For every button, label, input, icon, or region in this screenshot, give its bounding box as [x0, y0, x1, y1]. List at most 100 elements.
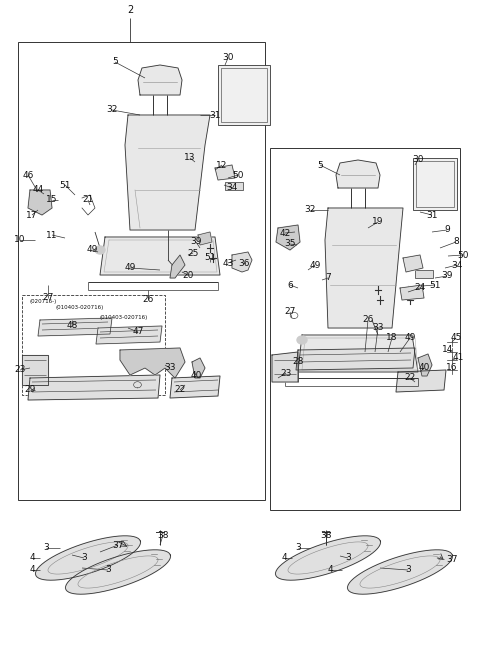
Polygon shape	[170, 376, 220, 398]
Polygon shape	[418, 354, 432, 376]
Text: 3: 3	[105, 565, 111, 575]
Text: 7: 7	[325, 274, 331, 283]
Text: 27: 27	[284, 308, 296, 316]
Ellipse shape	[95, 246, 105, 254]
Text: 24: 24	[414, 283, 426, 293]
Polygon shape	[100, 237, 220, 275]
Text: 4: 4	[327, 565, 333, 575]
Text: 51: 51	[429, 281, 441, 289]
Text: 3: 3	[43, 544, 49, 552]
Bar	[415, 270, 433, 278]
Text: 3: 3	[345, 554, 351, 562]
Bar	[218, 65, 270, 125]
Text: 9: 9	[444, 226, 450, 234]
Ellipse shape	[297, 336, 307, 344]
Text: 3: 3	[81, 554, 87, 562]
Text: 25: 25	[187, 249, 199, 258]
Polygon shape	[400, 285, 424, 300]
Text: 41: 41	[452, 354, 464, 363]
Text: 23: 23	[280, 369, 292, 377]
Polygon shape	[36, 536, 141, 580]
Text: 19: 19	[372, 218, 384, 226]
Text: 21: 21	[82, 195, 94, 205]
Text: 35: 35	[284, 239, 296, 249]
Polygon shape	[96, 326, 162, 344]
Text: 32: 32	[304, 205, 316, 215]
Text: 5: 5	[112, 58, 118, 66]
Polygon shape	[120, 348, 185, 378]
Bar	[18, 42, 265, 500]
Polygon shape	[170, 255, 185, 278]
Text: (010403-020716): (010403-020716)	[100, 316, 148, 321]
Text: 23: 23	[14, 365, 26, 375]
Text: 34: 34	[226, 184, 238, 192]
Polygon shape	[215, 165, 235, 180]
Polygon shape	[276, 536, 381, 580]
Bar	[225, 182, 243, 190]
Polygon shape	[192, 358, 205, 378]
Text: 11: 11	[46, 230, 58, 239]
Text: 28: 28	[292, 358, 304, 367]
Text: 33: 33	[164, 363, 176, 373]
Text: 4: 4	[29, 565, 35, 575]
Polygon shape	[28, 190, 52, 215]
Polygon shape	[336, 160, 380, 188]
Text: (010403-020716): (010403-020716)	[55, 304, 103, 310]
Text: 10: 10	[14, 236, 26, 245]
Bar	[221, 68, 267, 122]
Text: 2: 2	[127, 5, 133, 15]
Text: 30: 30	[412, 155, 424, 165]
Polygon shape	[198, 232, 212, 245]
Polygon shape	[348, 550, 453, 594]
Text: 15: 15	[46, 195, 58, 205]
Text: 44: 44	[32, 186, 44, 194]
Text: 31: 31	[426, 211, 438, 220]
Bar	[416, 161, 454, 207]
Text: (020716-): (020716-)	[30, 300, 57, 304]
Text: 13: 13	[184, 154, 196, 163]
Text: 14: 14	[442, 346, 454, 354]
Text: 27: 27	[42, 293, 54, 302]
Text: 32: 32	[106, 106, 118, 115]
Polygon shape	[403, 255, 423, 272]
Text: 4: 4	[29, 554, 35, 562]
Text: 46: 46	[22, 171, 34, 180]
Text: 48: 48	[66, 321, 78, 329]
Text: 49: 49	[309, 260, 321, 270]
Text: 33: 33	[372, 323, 384, 333]
Text: 3: 3	[295, 544, 301, 552]
Text: 26: 26	[142, 295, 154, 304]
Polygon shape	[138, 65, 182, 95]
Polygon shape	[38, 318, 112, 336]
Text: 29: 29	[24, 386, 36, 394]
Polygon shape	[28, 375, 160, 400]
Text: 51: 51	[204, 253, 216, 262]
Polygon shape	[125, 115, 210, 230]
Text: 22: 22	[174, 386, 186, 394]
Text: 8: 8	[453, 237, 459, 247]
Polygon shape	[276, 225, 300, 250]
Text: 38: 38	[320, 531, 332, 539]
Text: 40: 40	[418, 363, 430, 373]
Polygon shape	[22, 355, 48, 385]
Text: 51: 51	[59, 180, 71, 190]
Text: 37: 37	[446, 556, 458, 565]
Polygon shape	[272, 352, 298, 382]
Polygon shape	[298, 335, 418, 372]
Text: 43: 43	[222, 258, 234, 268]
Text: 38: 38	[157, 531, 169, 539]
Polygon shape	[232, 252, 252, 272]
Text: 42: 42	[279, 228, 290, 237]
Text: 40: 40	[190, 371, 202, 380]
Polygon shape	[65, 550, 170, 594]
Text: 5: 5	[317, 161, 323, 169]
Text: 34: 34	[451, 260, 463, 270]
Text: 50: 50	[232, 171, 244, 180]
Text: 4: 4	[281, 554, 287, 562]
Text: 49: 49	[86, 245, 98, 255]
Text: 36: 36	[238, 258, 250, 268]
Text: 30: 30	[222, 54, 234, 62]
Text: 18: 18	[386, 333, 398, 342]
Text: 6: 6	[287, 281, 293, 289]
Polygon shape	[296, 348, 415, 370]
